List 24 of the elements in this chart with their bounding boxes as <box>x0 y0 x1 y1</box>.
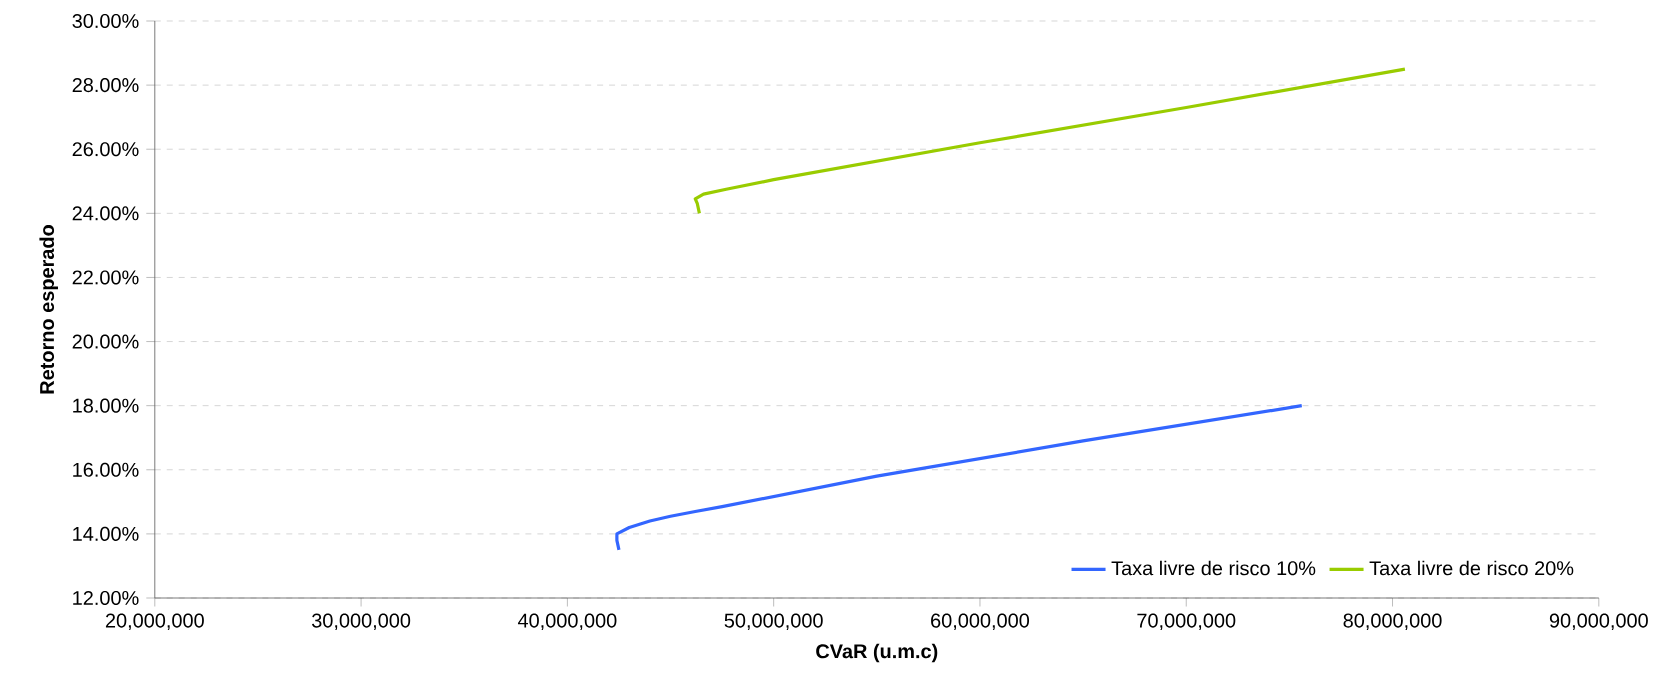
line-series <box>693 67 1407 215</box>
y-axis-title: Retorno esperado <box>39 225 58 394</box>
x-tick-label: 20,000,000 <box>105 613 204 631</box>
y-tick-label: 26.00% <box>72 142 139 157</box>
line-series <box>615 404 1304 552</box>
x-tick-label: 60,000,000 <box>931 613 1030 631</box>
legend-label: Taxa livre de risco 10% <box>1111 560 1316 576</box>
x-tick-label: 40,000,000 <box>517 613 617 631</box>
y-tick-label: 28.00% <box>72 78 139 93</box>
y-tick-label: 30.00% <box>72 13 139 29</box>
y-tick-label: 16.00% <box>73 462 139 477</box>
y-tick-label: 14.00% <box>73 526 139 541</box>
x-tick-label: 70,000,000 <box>1137 613 1236 631</box>
y-tick-label: 18.00% <box>73 398 139 413</box>
x-tick-label: 50,000,000 <box>724 613 823 631</box>
y-tick-label: 22.00% <box>72 270 139 285</box>
legend-label: Taxa livre de risco 20% <box>1369 560 1574 576</box>
x-tick-label: 30,000,000 <box>311 613 411 631</box>
y-tick-label: 20.00% <box>72 334 139 349</box>
x-tick-label: 80,000,000 <box>1343 613 1442 631</box>
x-tick-label: 90,000,000 <box>1549 613 1648 631</box>
y-tick-label: 12.00% <box>73 590 139 606</box>
x-axis-title: CVaR (u.m.c) <box>816 643 938 663</box>
y-tick-label: 24.00% <box>72 206 139 221</box>
